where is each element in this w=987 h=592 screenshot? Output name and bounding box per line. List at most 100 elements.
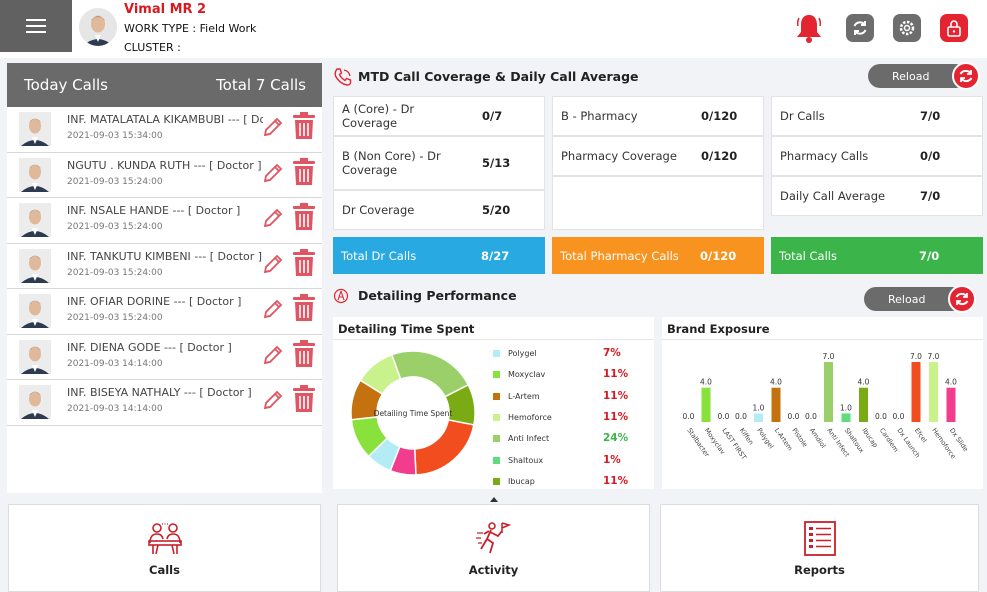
menu-button[interactable] <box>0 0 72 52</box>
mtd-cell: A (Core) - Dr Coverage 0/7 <box>333 96 545 136</box>
bar <box>771 387 781 422</box>
detailing-icon <box>333 288 349 304</box>
legend-label: Anti Infect <box>508 434 550 444</box>
calls-tile-label: Calls <box>149 563 180 577</box>
legend-item: Moxyclav <box>493 370 545 379</box>
legend-swatch <box>493 371 500 379</box>
legend-swatch <box>493 477 500 485</box>
bar-value-label: 1.0 <box>840 403 852 412</box>
legend-percent: 11% <box>603 368 629 381</box>
edit-pencil-icon[interactable] <box>261 252 285 276</box>
legend-percent: 11% <box>603 410 629 423</box>
edit-pencil-icon[interactable] <box>261 388 285 412</box>
delete-trash-icon[interactable] <box>292 112 316 140</box>
mtd-reload-label: Reload <box>892 69 930 83</box>
call-list-item[interactable]: NGUTU . KUNDA RUTH --- [ Doctor ] 2021-09… <box>7 153 322 198</box>
donut-center-label: Detailing Time Spent <box>374 409 453 418</box>
sync-icon[interactable] <box>846 14 874 42</box>
bar-value-label: 0.0 <box>893 412 905 421</box>
total-pharmacy-calls: Total Pharmacy Calls 0/120 <box>552 237 764 274</box>
app-header: Vimal MR 2 WORK TYPE : Field Work CLUSTE… <box>0 0 987 58</box>
delete-trash-icon[interactable] <box>292 248 316 277</box>
detailing-reload-button[interactable]: Reload <box>864 287 964 311</box>
call-time: 2021-09-03 15:24:00 <box>67 313 163 323</box>
call-doctor-name: INF. NSALE HANDE --- [ Doctor ] <box>67 204 241 217</box>
call-list-item[interactable]: INF. TANKUTU KIMBENI --- [ Doctor ] 2021-… <box>7 244 322 289</box>
detailing-time-spent-card: Detailing Time Spent Detailing Time Spen… <box>333 317 654 489</box>
mtd-section-title: MTD Call Coverage & Daily Call Average <box>358 69 639 84</box>
hamburger-icon <box>26 19 46 21</box>
legend-swatch <box>493 413 500 421</box>
meeting-icon <box>147 523 182 555</box>
bar <box>946 387 956 422</box>
donut-chart: Detailing Time Spent <box>350 350 476 476</box>
edit-pencil-icon[interactable] <box>261 206 285 230</box>
bar <box>824 362 833 422</box>
bar-value-label: 4.0 <box>858 378 870 387</box>
doctor-avatar <box>19 203 51 237</box>
today-calls-title: Today Calls <box>24 76 108 94</box>
call-doctor-name: INF. MATALATALA KIKAMBUBI --- [ Doctor ] <box>67 113 263 126</box>
calls-tile[interactable]: Calls <box>8 504 321 592</box>
detailing-reload-label: Reload <box>888 292 926 306</box>
activity-tile-label: Activity <box>468 563 519 577</box>
call-time: 2021-09-03 15:34:00 <box>67 131 163 141</box>
delete-trash-icon[interactable] <box>292 294 316 322</box>
running-flag-icon <box>475 522 511 554</box>
bar-value-label: 0.0 <box>735 412 747 421</box>
activity-tile[interactable]: Activity <box>337 504 650 592</box>
doctor-avatar <box>19 112 51 146</box>
call-list-item[interactable]: INF. NSALE HANDE --- [ Doctor ] 2021-09-0… <box>7 198 322 244</box>
call-list-item[interactable]: INF. MATALATALA KIKAMBUBI --- [ Doctor ]… <box>7 107 322 153</box>
legend-percent: 11% <box>603 474 629 487</box>
total-calls: Total Calls 7/0 <box>771 237 983 274</box>
cluster: CLUSTER : <box>124 41 181 54</box>
lock-icon[interactable] <box>940 14 968 42</box>
reports-tile[interactable]: Reports <box>660 504 979 592</box>
mtd-cell: Daily Call Average 7/0 <box>771 176 983 216</box>
edit-pencil-icon[interactable] <box>261 115 285 139</box>
bar-value-label: 7.0 <box>823 352 835 361</box>
call-list-item[interactable]: INF. DIENA GODE --- [ Doctor ] 2021-09-03… <box>7 335 322 380</box>
user-avatar[interactable] <box>79 8 117 46</box>
legend-percent: 24% <box>603 432 629 445</box>
mtd-cell: Pharmacy Coverage 0/120 <box>552 136 764 176</box>
delete-trash-icon[interactable] <box>292 339 316 368</box>
edit-pencil-icon[interactable] <box>261 297 285 321</box>
phone-icon <box>334 68 352 86</box>
edit-pencil-icon[interactable] <box>261 161 285 185</box>
bar-value-label: 0.0 <box>683 412 695 421</box>
donut-slice <box>390 350 470 398</box>
delete-trash-icon[interactable] <box>292 203 316 231</box>
call-time: 2021-09-03 14:14:00 <box>67 358 163 369</box>
call-list-item[interactable]: INF. OFIAR DORINE --- [ Doctor ] 2021-09-… <box>7 289 322 335</box>
legend-label: Moxyclav <box>508 370 546 380</box>
mtd-reload-button[interactable]: Reload <box>868 64 968 88</box>
brand-exposure-card: Brand Exposure 0.0 Stalbacter 4.0 Moxyclav 0… <box>662 317 983 489</box>
mtd-cell: B (Non Core) - Dr Coverage 5/13 <box>333 136 545 190</box>
call-time: 2021-09-03 15:24:00 <box>67 222 163 232</box>
calls-list: INF. MATALATALA KIKAMBUBI --- [ Doctor ]… <box>7 107 322 426</box>
delete-trash-icon[interactable] <box>292 157 316 186</box>
bar <box>754 413 763 422</box>
mtd-reload-refresh-icon[interactable] <box>952 62 980 90</box>
settings-gear-icon[interactable] <box>893 14 921 42</box>
legend-label: Polygel <box>508 349 537 358</box>
notification-bell-icon[interactable] <box>794 12 824 44</box>
bar <box>929 362 938 422</box>
call-list-item[interactable]: INF. BISEYA NATHALY --- [ Doctor ] 2021-0… <box>7 380 322 426</box>
total-dr-calls: Total Dr Calls 8/27 <box>333 237 545 274</box>
bar-value-label: 0.0 <box>788 412 800 421</box>
bar-value-label: 0.0 <box>875 412 887 421</box>
call-doctor-name: INF. OFIAR DORINE --- [ Doctor ] <box>67 295 242 308</box>
mtd-cell: B - Pharmacy 0/120 <box>552 96 764 136</box>
detailing-reload-refresh-icon[interactable] <box>948 285 976 313</box>
delete-trash-icon[interactable] <box>292 385 316 413</box>
collapse-caret-icon[interactable] <box>490 497 498 502</box>
mtd-cell: Pharmacy Calls 0/0 <box>771 136 983 176</box>
today-calls-panel: Today Calls Total 7 Calls INF. MATALATAL… <box>7 63 322 493</box>
call-doctor-name: NGUTU . KUNDA RUTH --- [ Doctor ] <box>67 158 262 172</box>
edit-pencil-icon[interactable] <box>261 343 285 367</box>
bar-value-label: 4.0 <box>945 378 957 387</box>
